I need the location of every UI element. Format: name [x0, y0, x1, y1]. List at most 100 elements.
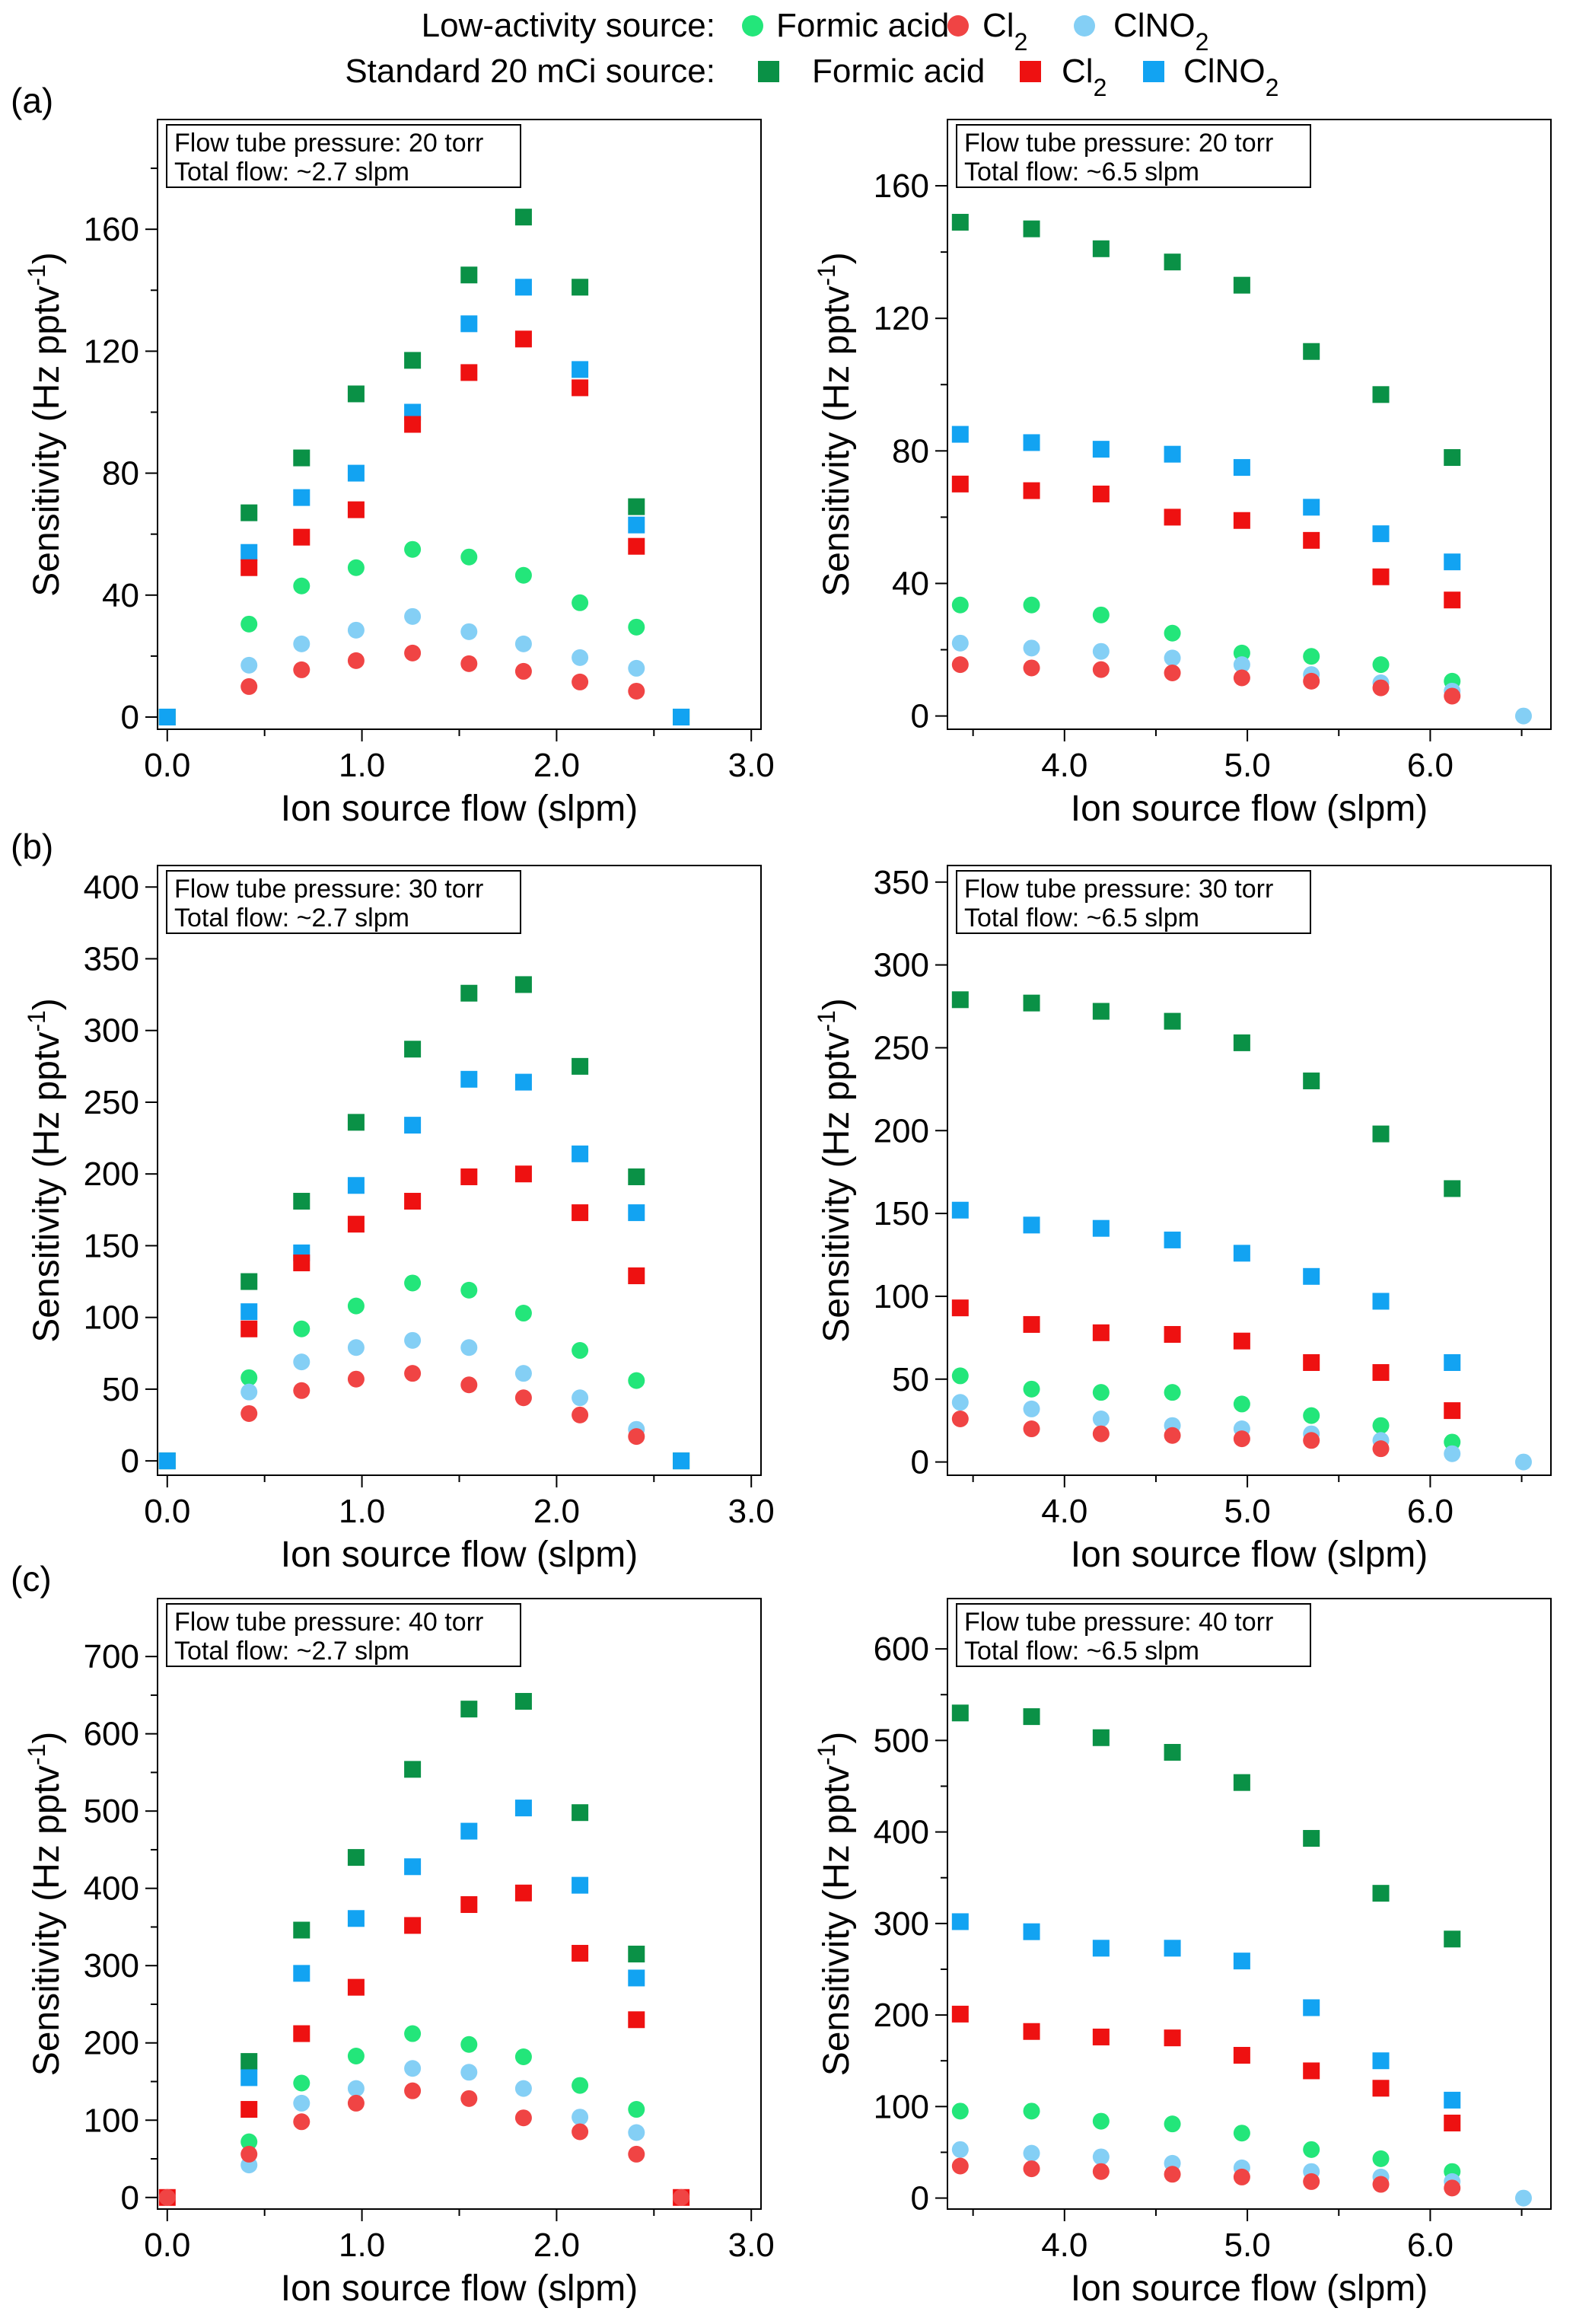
- point-std-formic-acid: [1303, 343, 1320, 360]
- panel-b-right: 4.0 5.0 6.0 0 50 100 150 200 250 300 350 Ion source…: [813, 864, 1552, 1575]
- x-tick-label: 3.0: [728, 2227, 775, 2264]
- point-std-formic-acid: [572, 279, 589, 296]
- point-std-clno2: [951, 1201, 969, 1219]
- point-low-cl2: [293, 661, 310, 678]
- point-std-clno2: [1444, 553, 1461, 571]
- y-tick-label: 0: [121, 1443, 139, 1480]
- info-line: Flow tube pressure: 20 torr: [174, 129, 483, 158]
- superscript: -1: [813, 1744, 840, 1765]
- point-low-cl2: [572, 2123, 589, 2141]
- panel-a-right: 4.0 5.0 6.0 0 40 80 120 160 Ion source flow (slp…: [813, 119, 1552, 829]
- legend-low-activity-label: Low-activity source:: [422, 7, 715, 44]
- point-low-cl2: [1164, 1427, 1181, 1444]
- point-low-clno2: [1514, 707, 1532, 725]
- point-low-formic-acid: [1023, 2102, 1040, 2120]
- point-std-formic-acid: [293, 1193, 310, 1210]
- point-std-formic-acid: [347, 1849, 365, 1867]
- point-std-formic-acid: [1303, 1072, 1320, 1089]
- point-std-cl2: [572, 1204, 589, 1222]
- point-low-cl2: [628, 1428, 645, 1446]
- point-low-cl2: [1092, 1425, 1110, 1443]
- point-std-clno2: [1444, 1353, 1461, 1371]
- point-low-formic-acid: [628, 618, 645, 636]
- info-box-frame: [956, 124, 1311, 188]
- point-low-clno2: [347, 621, 365, 639]
- point-std-formic-acid: [514, 209, 532, 226]
- point-low-clno2: [347, 2080, 365, 2097]
- point-std-formic-acid: [1444, 1930, 1461, 1948]
- point-low-clno2: [1514, 2189, 1532, 2207]
- point-low-cl2: [460, 655, 478, 672]
- point-low-cl2: [1372, 1440, 1390, 1458]
- point-low-cl2: [1233, 669, 1250, 687]
- point-std-cl2: [460, 364, 478, 381]
- point-low-cl2: [514, 1389, 532, 1407]
- y-tick-label: 50: [102, 1371, 139, 1408]
- point-low-cl2: [628, 2145, 645, 2163]
- point-low-cl2: [1444, 2179, 1461, 2197]
- point-std-formic-acid: [460, 1701, 478, 1718]
- point-low-cl2: [1233, 1430, 1250, 1448]
- data-points: [951, 213, 1532, 725]
- point-low-formic-acid: [1372, 1417, 1390, 1434]
- x-tick-label: 4.0: [1041, 747, 1087, 784]
- point-std-clno2: [1164, 445, 1181, 463]
- point-low-cl2: [1164, 664, 1181, 681]
- point-std-clno2: [1233, 459, 1250, 477]
- point-std-formic-acid: [1164, 1744, 1181, 1761]
- point-low-clno2: [951, 1394, 969, 1411]
- point-std-formic-acid: [1444, 1180, 1461, 1197]
- point-low-clno2: [293, 2094, 310, 2112]
- point-std-cl2: [1092, 1324, 1110, 1341]
- point-std-formic-acid: [240, 504, 258, 521]
- point-low-formic-acid: [240, 615, 258, 633]
- point-low-cl2: [951, 2157, 969, 2175]
- point-std-cl2: [1444, 1402, 1461, 1420]
- point-low-cl2: [1444, 687, 1461, 705]
- legend-marker-std-formic-acid: [758, 61, 779, 82]
- panel-c-right: 4.0 5.0 6.0 0 100 200 300 400 500 600 Ion source f…: [813, 1598, 1552, 2309]
- point-low-cl2: [240, 1404, 258, 1422]
- point-std-cl2: [1233, 2046, 1250, 2064]
- point-low-formic-acid: [460, 1281, 478, 1299]
- point-std-clno2: [673, 1452, 690, 1470]
- info-line: Flow tube pressure: 20 torr: [964, 129, 1273, 158]
- y-tick-label: 400: [874, 1814, 929, 1851]
- point-std-cl2: [404, 416, 422, 433]
- info-line: Total flow: ~6.5 slpm: [964, 1637, 1199, 1666]
- point-low-formic-acid: [572, 594, 589, 611]
- point-low-clno2: [1023, 1400, 1040, 1417]
- point-std-clno2: [1092, 441, 1110, 458]
- point-std-clno2: [1372, 2052, 1390, 2070]
- point-low-clno2: [1233, 656, 1250, 674]
- point-std-cl2: [628, 1267, 645, 1285]
- panel-label-b: (b): [11, 827, 53, 866]
- x-axis-label: Ion source flow (slpm): [1071, 2268, 1428, 2309]
- point-low-formic-acid: [347, 1297, 365, 1315]
- point-std-cl2: [1023, 1315, 1040, 1333]
- point-low-cl2: [1023, 659, 1040, 677]
- point-low-cl2: [404, 2082, 422, 2099]
- point-std-clno2: [240, 1303, 258, 1321]
- point-low-clno2: [1023, 2144, 1040, 2162]
- point-std-cl2: [240, 2101, 258, 2118]
- point-low-cl2: [1303, 2173, 1320, 2190]
- point-low-cl2: [1233, 2168, 1250, 2185]
- info-box-frame: [166, 1603, 521, 1667]
- y-tick-label: 200: [874, 1997, 929, 2034]
- x-tick-label: 5.0: [1224, 747, 1271, 784]
- point-low-clno2: [1092, 2148, 1110, 2166]
- point-low-formic-acid: [514, 566, 532, 584]
- x-axis-label: Ion source flow (slpm): [281, 789, 638, 829]
- point-std-clno2: [1372, 525, 1390, 543]
- point-std-clno2: [514, 279, 532, 296]
- point-std-cl2: [1164, 1325, 1181, 1343]
- y-tick-label: 500: [84, 1793, 139, 1830]
- data-points: [951, 1704, 1532, 2207]
- point-low-clno2: [293, 1353, 310, 1371]
- y-tick-label: 0: [121, 699, 139, 736]
- point-std-formic-acid: [1444, 449, 1461, 467]
- point-std-clno2: [1164, 1940, 1181, 1957]
- point-std-clno2: [951, 1913, 969, 1930]
- point-low-clno2: [514, 1365, 532, 1382]
